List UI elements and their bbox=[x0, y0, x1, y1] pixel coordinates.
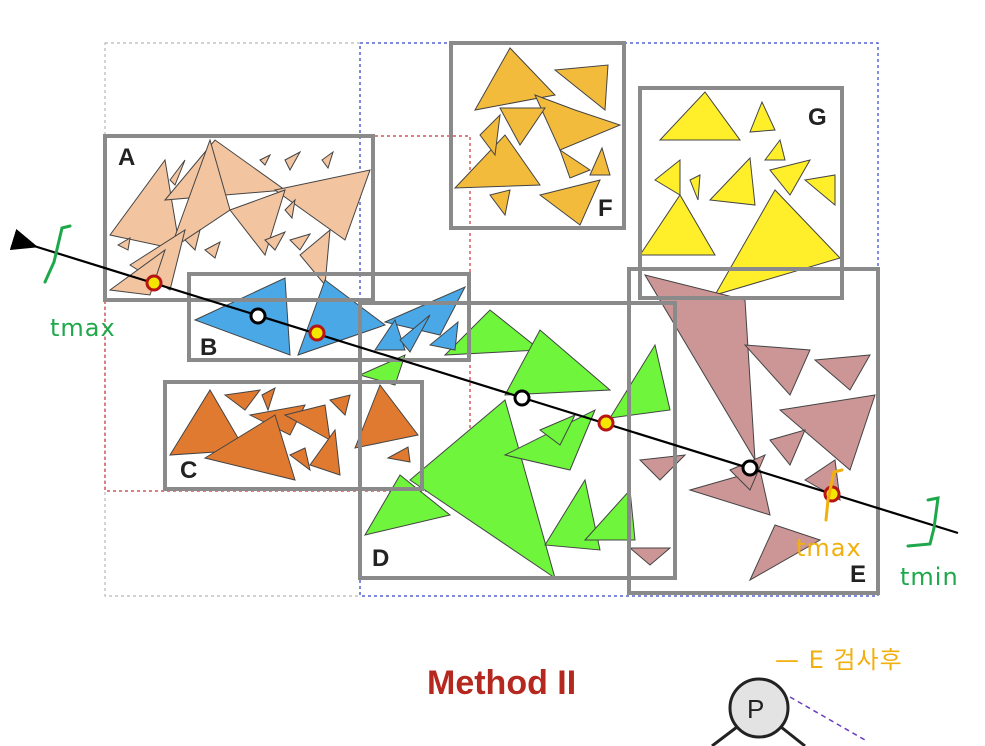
annotation-e-note: — E 검사후 bbox=[775, 646, 903, 674]
group-c-triangles bbox=[169, 383, 419, 481]
method-title: Method II bbox=[427, 664, 576, 702]
group-d-triangles bbox=[358, 309, 671, 580]
bbox-f bbox=[449, 41, 626, 230]
group-e-triangles bbox=[628, 274, 876, 582]
intersection-points bbox=[145, 274, 841, 503]
annotation-tmax-right: tmax bbox=[796, 534, 862, 562]
tree-edge-left bbox=[711, 725, 738, 746]
label-c: C bbox=[180, 457, 197, 484]
bracket-tmax-right bbox=[824, 468, 844, 522]
entry-point-b bbox=[249, 307, 267, 325]
label-b: B bbox=[200, 334, 217, 361]
annotation-tmax-left: tmax bbox=[50, 314, 116, 342]
bbox-d bbox=[358, 301, 677, 580]
tree-edge-dashed bbox=[789, 696, 866, 741]
group-a-triangles bbox=[108, 138, 371, 296]
entry-point-e bbox=[741, 459, 759, 477]
bbox-c bbox=[163, 380, 424, 491]
ray bbox=[9, 228, 959, 535]
label-d: D bbox=[372, 545, 389, 572]
label-f: F bbox=[598, 195, 613, 222]
hit-point-b bbox=[308, 324, 326, 342]
tree-node-p-label: P bbox=[747, 694, 764, 724]
annotation-tmin: tmin bbox=[900, 563, 959, 591]
group-f-triangles bbox=[453, 47, 622, 226]
bracket-tmax-left bbox=[43, 224, 72, 284]
tree-node-p bbox=[728, 677, 790, 739]
label-g: G bbox=[808, 104, 827, 131]
hit-point-a bbox=[145, 274, 163, 292]
bbox-g bbox=[638, 86, 844, 300]
label-e: E bbox=[850, 561, 866, 588]
bbox-a bbox=[103, 134, 375, 302]
entry-point-d bbox=[513, 389, 531, 407]
bracket-tmin bbox=[906, 496, 940, 548]
group-b-triangles bbox=[193, 277, 467, 356]
tree-edge-right bbox=[780, 725, 806, 746]
label-a: A bbox=[118, 144, 135, 171]
bbox-b bbox=[187, 272, 471, 362]
hit-point-d bbox=[597, 414, 615, 432]
